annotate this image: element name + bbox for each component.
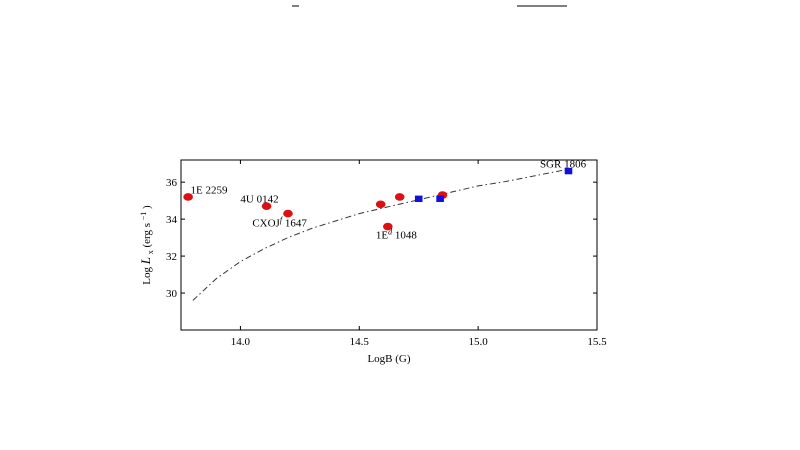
y-axis-label-unit-close: )	[141, 205, 153, 209]
data-points-layer	[183, 167, 573, 231]
red-data-point-4	[383, 222, 393, 231]
source-label-4: SGR 1806	[540, 158, 587, 170]
blue-data-point-0	[414, 195, 423, 203]
y-axis-label-subscript: x	[146, 250, 155, 254]
red-data-point-5	[394, 193, 405, 201]
y-axis-label-symbol: L	[138, 257, 153, 265]
model-curve	[192, 168, 569, 301]
red-data-point-1	[261, 202, 272, 210]
axis-ticks: 14.0 14.5 15.0 15.5 30 32 34 36	[166, 160, 607, 348]
source-label-2: CXOJf 1647	[252, 216, 307, 230]
y-tick-label-0: 30	[166, 288, 178, 300]
red-data-point-3	[375, 200, 386, 209]
source-label-0: 1E 2259	[191, 184, 228, 196]
x-tick-label-0: 14.0	[231, 336, 251, 348]
y-axis-label-unit-exponent: −1	[139, 212, 148, 221]
red-data-point-0	[183, 193, 193, 201]
red-data-point-2	[283, 209, 293, 218]
y-tick-label-2: 34	[166, 214, 178, 226]
blue-data-point-1	[436, 195, 444, 203]
y-tick-label-3: 36	[166, 177, 178, 189]
y-axis-label-log: Log	[141, 267, 153, 285]
model-curve-layer	[192, 168, 569, 301]
x-axis-label: LogB (G)	[367, 353, 410, 365]
x-tick-label-2: 15.0	[469, 336, 489, 348]
source-label-3: 1Ed 1048	[376, 228, 417, 242]
x-tick-label-1: 14.5	[350, 336, 370, 348]
y-axis-label-unit: (erg s	[141, 223, 153, 248]
y-axis-label: Log L x (erg s −1 )	[137, 205, 156, 285]
blue-data-point-2	[564, 167, 573, 175]
source-label-1: 4U 0142	[240, 194, 278, 206]
y-tick-label-1: 32	[166, 251, 177, 263]
plot-frame	[180, 159, 598, 331]
annotations-layer: 1E 2259 4U 0142 CXOJf 1647 1Ed 1048 SGR 1806	[191, 158, 587, 241]
x-tick-label-3: 15.5	[587, 336, 607, 348]
